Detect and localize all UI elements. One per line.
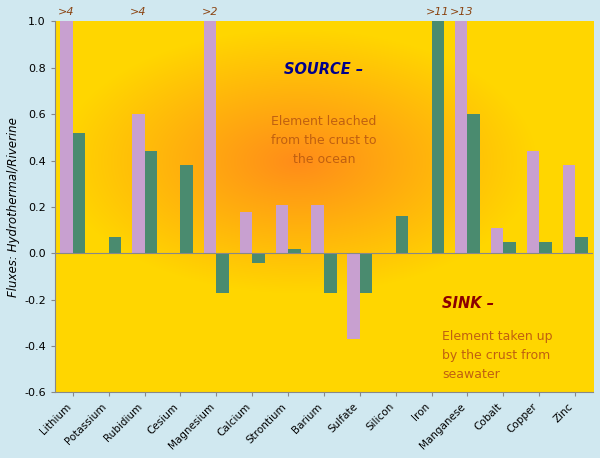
Bar	[60, 22, 73, 253]
Bar	[503, 242, 516, 253]
Bar	[239, 212, 252, 253]
Bar	[132, 114, 145, 253]
Bar	[275, 205, 288, 253]
Bar	[145, 151, 157, 253]
Text: SOURCE –: SOURCE –	[284, 62, 364, 77]
Bar	[467, 114, 480, 253]
Bar	[575, 237, 587, 253]
Bar	[288, 249, 301, 253]
Bar	[431, 22, 444, 253]
Text: >4: >4	[130, 7, 146, 16]
Bar	[396, 216, 408, 253]
Text: >11: >11	[426, 7, 449, 16]
Text: Element leached
from the crust to
the ocean: Element leached from the crust to the oc…	[271, 114, 377, 166]
Bar	[455, 22, 467, 253]
Bar	[204, 22, 217, 253]
Bar	[539, 242, 552, 253]
Bar	[73, 133, 85, 253]
Bar	[109, 237, 121, 253]
Bar	[252, 253, 265, 262]
Bar	[324, 253, 337, 293]
Y-axis label: Fluxes: Hydrothermal/Riverine: Fluxes: Hydrothermal/Riverine	[7, 117, 20, 297]
Text: >2: >2	[202, 7, 218, 16]
Bar	[491, 228, 503, 253]
Bar	[563, 165, 575, 253]
Bar	[347, 253, 360, 339]
Bar	[217, 253, 229, 293]
Bar	[311, 205, 324, 253]
Bar	[181, 165, 193, 253]
Text: Element taken up
by the crust from
seawater: Element taken up by the crust from seawa…	[442, 330, 553, 381]
Text: SINK –: SINK –	[442, 296, 494, 311]
Text: >4: >4	[58, 7, 75, 16]
Text: >13: >13	[449, 7, 473, 16]
Bar	[360, 253, 373, 293]
Bar	[527, 151, 539, 253]
